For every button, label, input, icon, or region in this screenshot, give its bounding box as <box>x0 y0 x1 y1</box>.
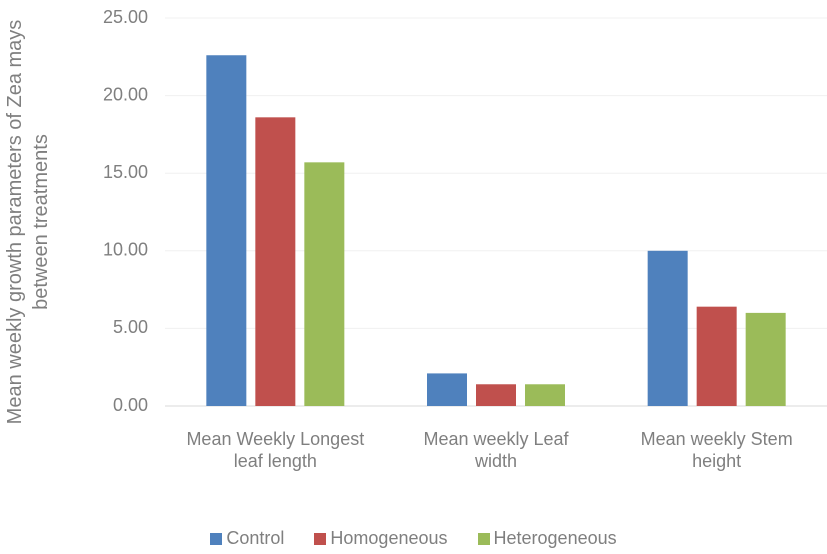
bar <box>304 162 345 406</box>
x-tick-label: Mean Weekly Longest leaf length <box>186 429 365 471</box>
y-tick-label: 5.00 <box>113 317 148 337</box>
legend-label: Heterogeneous <box>493 528 617 548</box>
legend-swatch <box>314 532 327 545</box>
bar <box>255 117 296 406</box>
y-axis-label: Mean weekly growth parameters of Zea may… <box>4 19 52 425</box>
y-tick-label: 20.00 <box>103 84 148 104</box>
x-tick-label: Mean weekly Leaf width <box>423 429 569 471</box>
legend-swatch <box>477 532 490 545</box>
bar <box>476 384 516 406</box>
legend-label: Control <box>226 528 285 548</box>
y-tick-label: 15.00 <box>103 162 148 182</box>
legend-item: Heterogeneous <box>477 528 617 549</box>
y-tick-label: 0.00 <box>113 395 148 415</box>
legend-item: Control <box>210 528 284 549</box>
bar <box>206 55 247 407</box>
legend-item: Homogeneous <box>314 528 448 549</box>
bar <box>745 312 786 406</box>
y-tick-label: 10.00 <box>103 240 148 260</box>
legend-label: Homogeneous <box>330 528 448 548</box>
legend-swatch <box>210 532 223 545</box>
legend: Control Homogeneous Heterogeneous <box>0 528 827 549</box>
bar <box>647 250 688 406</box>
bar <box>525 384 565 406</box>
x-tick-label: Mean weekly Stem height <box>640 429 793 471</box>
bar <box>696 306 737 406</box>
y-tick-label: 25.00 <box>103 7 148 27</box>
bar <box>427 373 467 406</box>
